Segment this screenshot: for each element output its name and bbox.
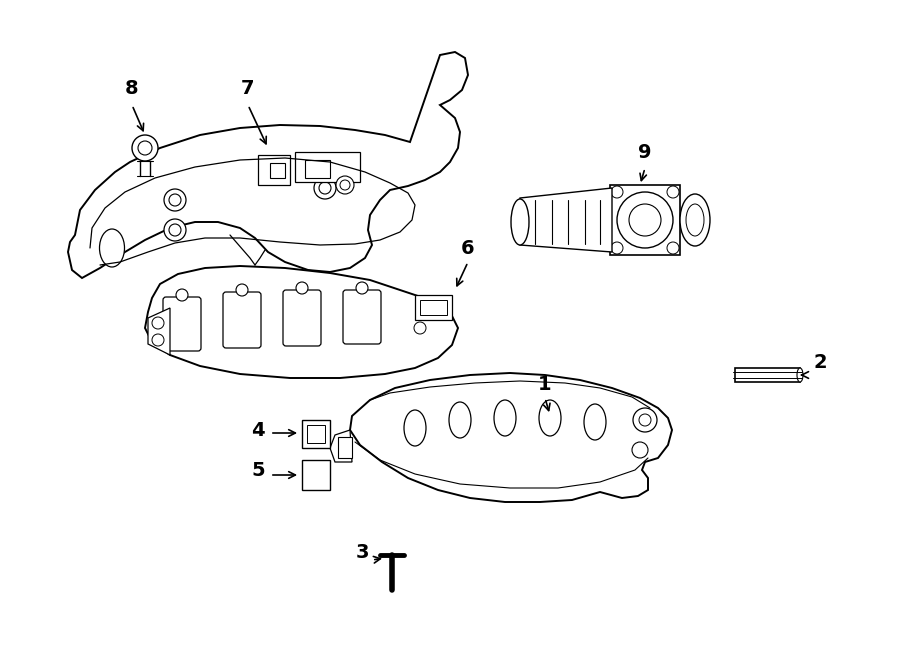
Text: 4: 4 <box>251 420 265 440</box>
Circle shape <box>314 177 336 199</box>
Text: 2: 2 <box>814 352 827 371</box>
Polygon shape <box>295 152 360 182</box>
Ellipse shape <box>404 410 426 446</box>
FancyBboxPatch shape <box>343 290 381 344</box>
Circle shape <box>152 334 164 346</box>
Polygon shape <box>735 368 800 382</box>
Circle shape <box>176 289 188 301</box>
Circle shape <box>633 408 657 432</box>
Circle shape <box>236 284 248 296</box>
Polygon shape <box>338 437 352 458</box>
FancyBboxPatch shape <box>283 290 321 346</box>
Circle shape <box>667 186 679 198</box>
Polygon shape <box>302 420 330 448</box>
Polygon shape <box>305 160 330 178</box>
Text: 8: 8 <box>125 79 139 98</box>
Polygon shape <box>520 188 612 252</box>
Circle shape <box>611 242 623 254</box>
Circle shape <box>667 242 679 254</box>
Circle shape <box>164 189 186 211</box>
Polygon shape <box>610 185 680 255</box>
Polygon shape <box>145 266 458 378</box>
Circle shape <box>611 186 623 198</box>
Circle shape <box>632 442 648 458</box>
Circle shape <box>152 317 164 329</box>
Polygon shape <box>420 300 447 315</box>
Polygon shape <box>307 425 325 443</box>
Ellipse shape <box>797 368 803 382</box>
Circle shape <box>132 135 158 161</box>
Polygon shape <box>302 460 330 490</box>
Polygon shape <box>148 308 170 355</box>
FancyBboxPatch shape <box>223 292 261 348</box>
Text: 3: 3 <box>356 543 369 561</box>
Text: 5: 5 <box>251 461 265 479</box>
Circle shape <box>356 282 368 294</box>
Polygon shape <box>270 163 285 178</box>
Circle shape <box>617 192 673 248</box>
Circle shape <box>629 204 661 236</box>
Circle shape <box>639 414 651 426</box>
Polygon shape <box>258 155 290 185</box>
Circle shape <box>340 180 350 190</box>
Ellipse shape <box>449 402 471 438</box>
Text: 9: 9 <box>638 143 652 161</box>
Ellipse shape <box>494 400 516 436</box>
Ellipse shape <box>584 404 606 440</box>
Text: 7: 7 <box>241 79 255 98</box>
Ellipse shape <box>686 204 704 236</box>
Circle shape <box>164 219 186 241</box>
Circle shape <box>414 322 426 334</box>
Polygon shape <box>330 430 352 462</box>
Circle shape <box>319 182 331 194</box>
Circle shape <box>296 282 308 294</box>
Ellipse shape <box>539 400 561 436</box>
Polygon shape <box>68 52 468 278</box>
Ellipse shape <box>680 194 710 246</box>
FancyBboxPatch shape <box>163 297 201 351</box>
Circle shape <box>336 176 354 194</box>
Ellipse shape <box>100 229 124 267</box>
Circle shape <box>169 194 181 206</box>
Circle shape <box>138 141 152 155</box>
Text: 1: 1 <box>538 375 552 395</box>
Ellipse shape <box>511 199 529 245</box>
Circle shape <box>169 224 181 236</box>
Polygon shape <box>415 295 452 320</box>
Text: 6: 6 <box>461 239 475 258</box>
Polygon shape <box>350 373 672 502</box>
